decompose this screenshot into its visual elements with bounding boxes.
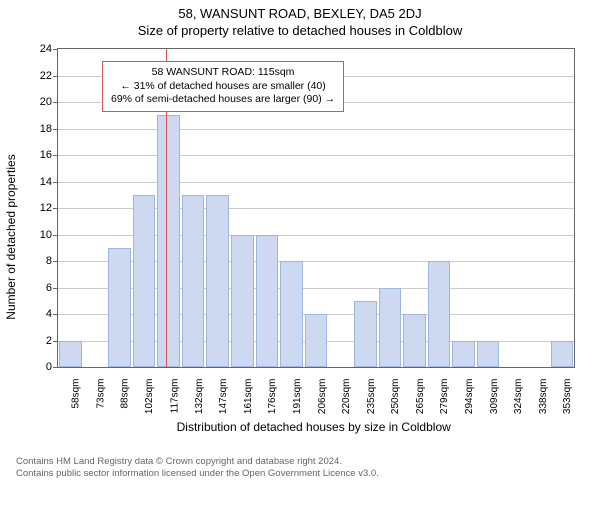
bar [206, 195, 229, 367]
y-tick-label: 2 [46, 335, 52, 347]
x-tick-label: 102sqm [145, 379, 156, 415]
x-tick-label: 206sqm [317, 379, 328, 415]
bar-slot: 309sqm [476, 49, 501, 367]
x-tick-label: 147sqm [218, 379, 229, 415]
y-tick-label: 4 [46, 308, 52, 320]
y-tick-mark [53, 208, 58, 209]
x-tick-label: 73sqm [95, 379, 106, 409]
x-tick-label: 309sqm [489, 379, 500, 415]
bar [477, 341, 500, 368]
annotation-line: 58 WANSUNT ROAD: 115sqm [111, 66, 335, 80]
bar [108, 248, 131, 367]
x-tick-label: 235sqm [366, 379, 377, 415]
bar [256, 235, 279, 368]
y-tick-label: 8 [46, 255, 52, 267]
bar-slot: 353sqm [550, 49, 575, 367]
bar-slot: 250sqm [378, 49, 403, 367]
x-tick-label: 324sqm [513, 379, 524, 415]
bar [59, 341, 82, 368]
bar [379, 288, 402, 368]
bar-slot: 338sqm [525, 49, 550, 367]
bar-slot: 235sqm [353, 49, 378, 367]
y-tick-label: 0 [46, 361, 52, 373]
annotation-box: 58 WANSUNT ROAD: 115sqm← 31% of detached… [102, 61, 344, 112]
y-tick-label: 14 [40, 176, 52, 188]
y-tick-mark [53, 76, 58, 77]
x-tick-label: 58sqm [71, 379, 82, 409]
page-title-line1: 58, WANSUNT ROAD, BEXLEY, DA5 2DJ [0, 6, 600, 21]
bar-slot: 265sqm [402, 49, 427, 367]
bar [403, 314, 426, 367]
bar [182, 195, 205, 367]
y-tick-label: 20 [40, 96, 52, 108]
y-tick-label: 18 [40, 123, 52, 135]
bar [551, 341, 574, 368]
footer-attribution: Contains HM Land Registry data © Crown c… [16, 456, 600, 481]
y-tick-label: 24 [40, 43, 52, 55]
x-tick-label: 191sqm [292, 379, 303, 415]
y-tick-mark [53, 49, 58, 50]
footer-line2: Contains public sector information licen… [16, 468, 600, 480]
y-tick-mark [53, 129, 58, 130]
y-tick-label: 16 [40, 149, 52, 161]
bar [305, 314, 328, 367]
x-tick-label: 338sqm [538, 379, 549, 415]
bar [452, 341, 475, 368]
y-tick-label: 22 [40, 70, 52, 82]
y-axis-label: Number of detached properties [4, 154, 18, 319]
bar [157, 115, 180, 367]
page-title-line2: Size of property relative to detached ho… [0, 23, 600, 38]
bar-slot: 58sqm [58, 49, 83, 367]
bar [133, 195, 156, 367]
annotation-line: 69% of semi-detached houses are larger (… [111, 93, 335, 107]
x-tick-label: 176sqm [267, 379, 278, 415]
x-tick-label: 265sqm [415, 379, 426, 415]
x-tick-label: 353sqm [562, 379, 573, 415]
x-tick-label: 88sqm [120, 379, 131, 409]
bar [354, 301, 377, 367]
y-tick-mark [53, 341, 58, 342]
bar-slot: 279sqm [427, 49, 452, 367]
y-tick-label: 12 [40, 202, 52, 214]
x-tick-label: 250sqm [390, 379, 401, 415]
x-tick-label: 220sqm [341, 379, 352, 415]
y-tick-mark [53, 155, 58, 156]
y-tick-mark [53, 102, 58, 103]
x-tick-label: 279sqm [439, 379, 450, 415]
bar [428, 261, 451, 367]
plot-area: 58 WANSUNT ROAD: 115sqm← 31% of detached… [57, 48, 575, 368]
chart-container: Number of detached properties 58 WANSUNT… [15, 42, 585, 432]
x-tick-label: 132sqm [194, 379, 205, 415]
x-tick-label: 161sqm [243, 379, 254, 415]
y-tick-mark [53, 314, 58, 315]
y-tick-mark [53, 288, 58, 289]
y-tick-mark [53, 235, 58, 236]
y-tick-mark [53, 261, 58, 262]
x-axis-label: Distribution of detached houses by size … [177, 420, 451, 434]
y-tick-mark [53, 367, 58, 368]
y-tick-label: 6 [46, 282, 52, 294]
x-tick-label: 294sqm [464, 379, 475, 415]
footer-line1: Contains HM Land Registry data © Crown c… [16, 456, 600, 468]
annotation-line: ← 31% of detached houses are smaller (40… [111, 80, 335, 94]
bar-slot: 294sqm [451, 49, 476, 367]
y-tick-mark [53, 182, 58, 183]
bar-slot: 324sqm [500, 49, 525, 367]
bar [231, 235, 254, 368]
y-tick-label: 10 [40, 229, 52, 241]
bar [280, 261, 303, 367]
x-tick-label: 117sqm [169, 379, 180, 414]
